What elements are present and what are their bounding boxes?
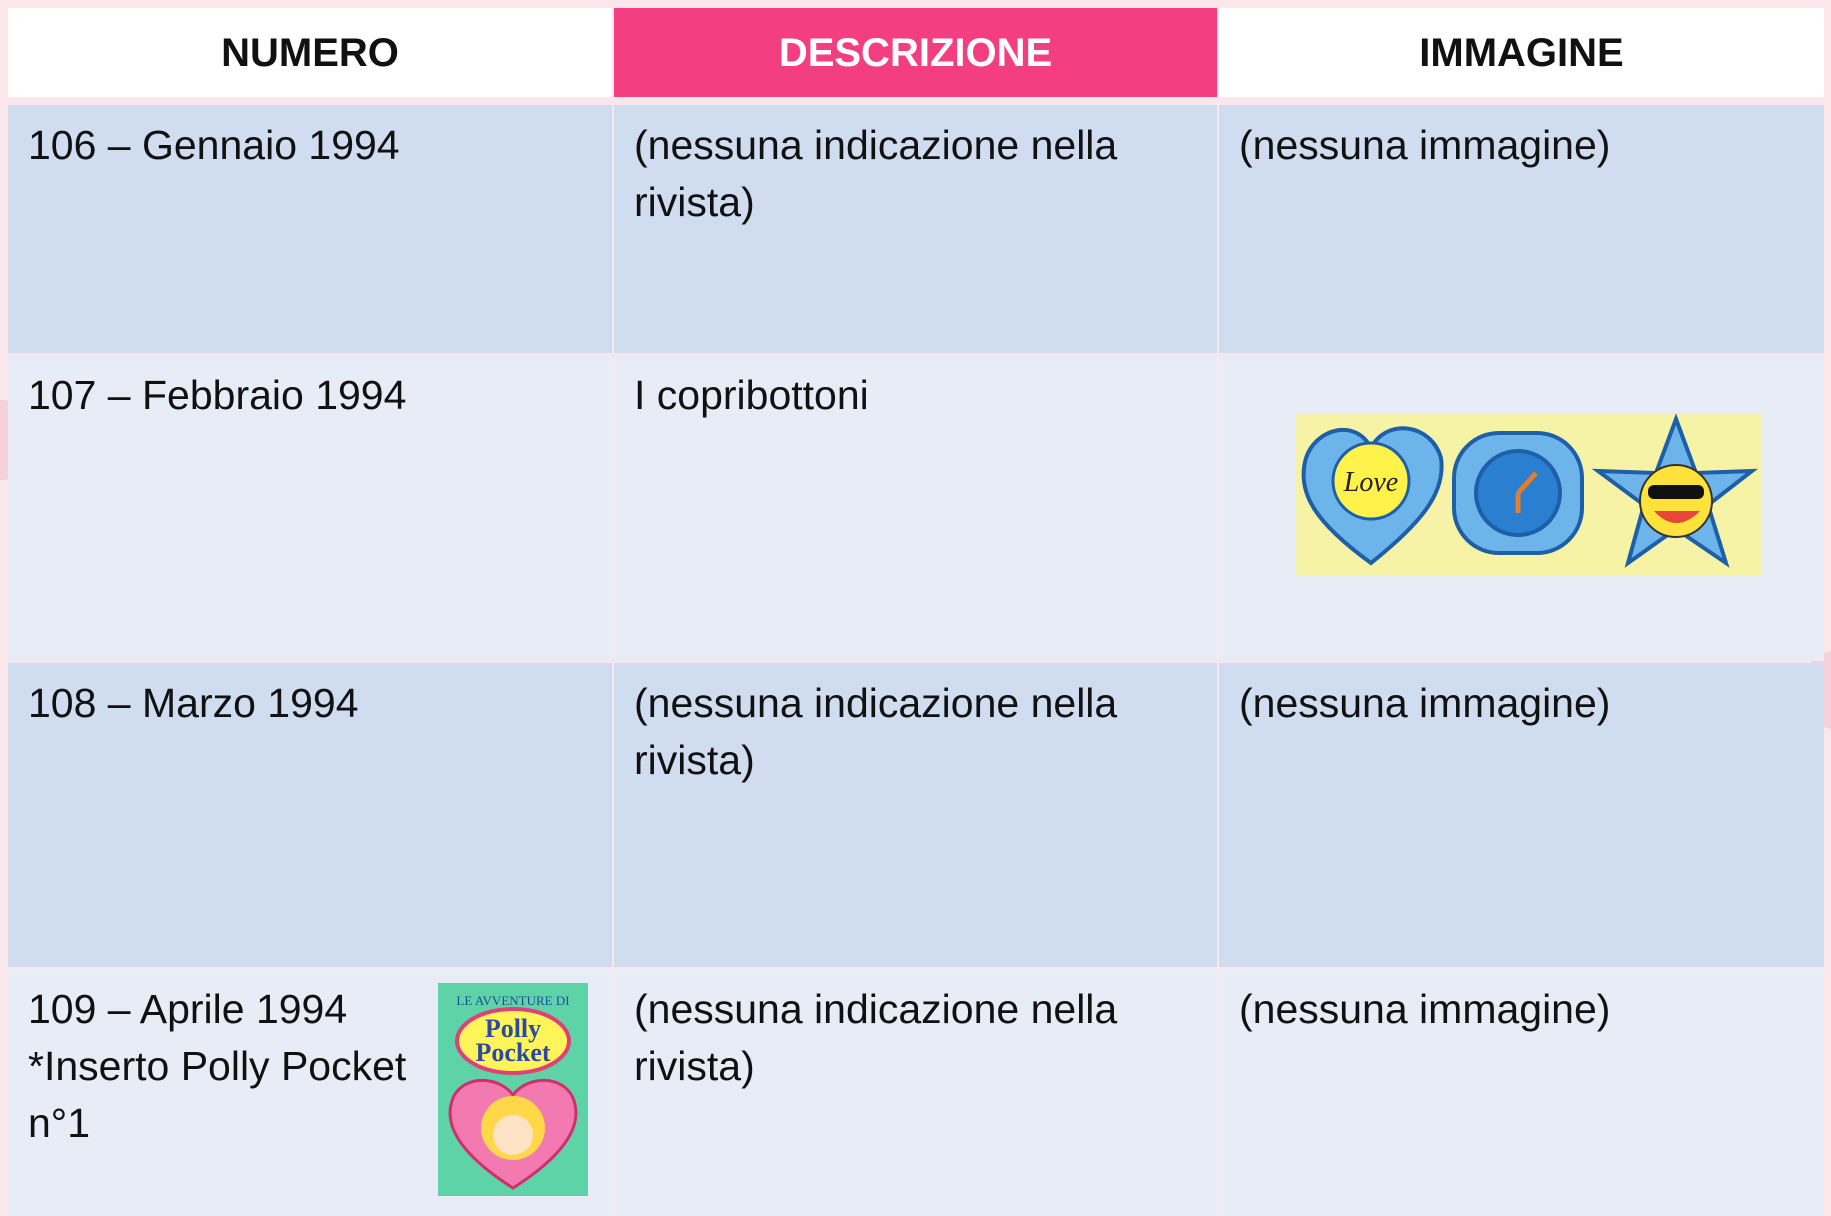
table-cell: 106 – Gennaio 1994 (8, 105, 612, 353)
table-cell: 107 – Febbraio 1994 (8, 355, 612, 661)
table-cell: (nessuna immagine) (1219, 105, 1824, 353)
table-cell: (nessuna immagine) (1219, 663, 1824, 967)
table-cell: (nessuna indicazione nella rivista) (614, 105, 1217, 353)
table-cell: (nessuna immagine) (1219, 969, 1824, 1216)
cover-subtitle: LE AVVENTURE DI (456, 993, 569, 1008)
cell-text: 107 – Febbraio 1994 (28, 372, 407, 418)
cell-text: n°1 (28, 1100, 91, 1146)
cell-text: (nessuna indicazione nella rivista) (634, 986, 1118, 1089)
cell-text: *Inserto Polly Pocket (28, 1043, 407, 1089)
table-cell: (nessuna indicazione nella rivista) (614, 663, 1217, 967)
cell-text: (nessuna immagine) (1239, 986, 1611, 1032)
cover-title: Pocket (475, 1038, 550, 1067)
table-cell: (nessuna indicazione nella rivista) (614, 969, 1217, 1216)
love-text: Love (1343, 467, 1398, 498)
header-cell: IMMAGINE (1219, 8, 1824, 97)
cover-image: LE AVVENTURE DI Polly Pocket (438, 983, 588, 1196)
cell-text: (nessuna immagine) (1239, 122, 1611, 168)
cell-text: (nessuna indicazione nella rivista) (634, 680, 1118, 783)
table-cell: I copribottoni (614, 355, 1217, 661)
cell-text: I copribottoni (634, 372, 869, 418)
header-cell: NUMERO (8, 8, 612, 97)
buttons-image: Love (1296, 413, 1762, 576)
cell-text: (nessuna indicazione nella rivista) (634, 122, 1118, 225)
cell-text: 109 – Aprile 1994 (28, 986, 348, 1032)
cell-text: 106 – Gennaio 1994 (28, 122, 400, 168)
header-cell: DESCRIZIONE (614, 8, 1217, 97)
cell-text: (nessuna immagine) (1239, 680, 1611, 726)
cell-text: 108 – Marzo 1994 (28, 680, 359, 726)
cover-title: Polly (485, 1014, 541, 1043)
table-cell: 108 – Marzo 1994 (8, 663, 612, 967)
